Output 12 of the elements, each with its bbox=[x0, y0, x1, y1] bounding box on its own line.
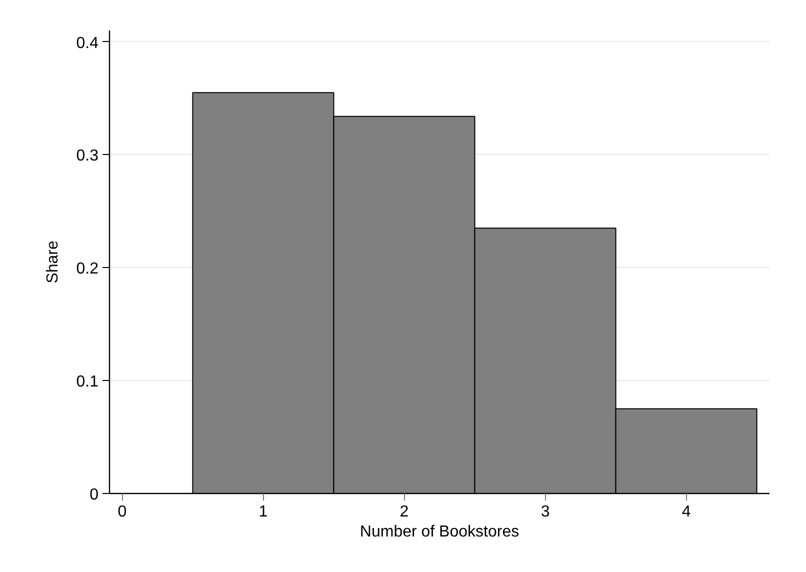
y-tick-label: 0.1 bbox=[76, 374, 99, 391]
x-tick-label: 1 bbox=[258, 504, 268, 520]
y-axis-title: Share bbox=[44, 240, 62, 284]
y-tick-label: 0.3 bbox=[76, 148, 99, 165]
x-tick-label: 4 bbox=[682, 504, 691, 520]
x-tick-label: 0 bbox=[118, 504, 127, 520]
x-tick-label: 2 bbox=[400, 504, 409, 520]
y-tick-label: 0.2 bbox=[76, 260, 99, 278]
y-tick-label: 0 bbox=[90, 486, 99, 504]
y-tick-label: 0.4 bbox=[76, 34, 99, 52]
x-axis-title: Number of Bookstores bbox=[360, 524, 520, 540]
x-tick-label: 3 bbox=[540, 504, 550, 520]
